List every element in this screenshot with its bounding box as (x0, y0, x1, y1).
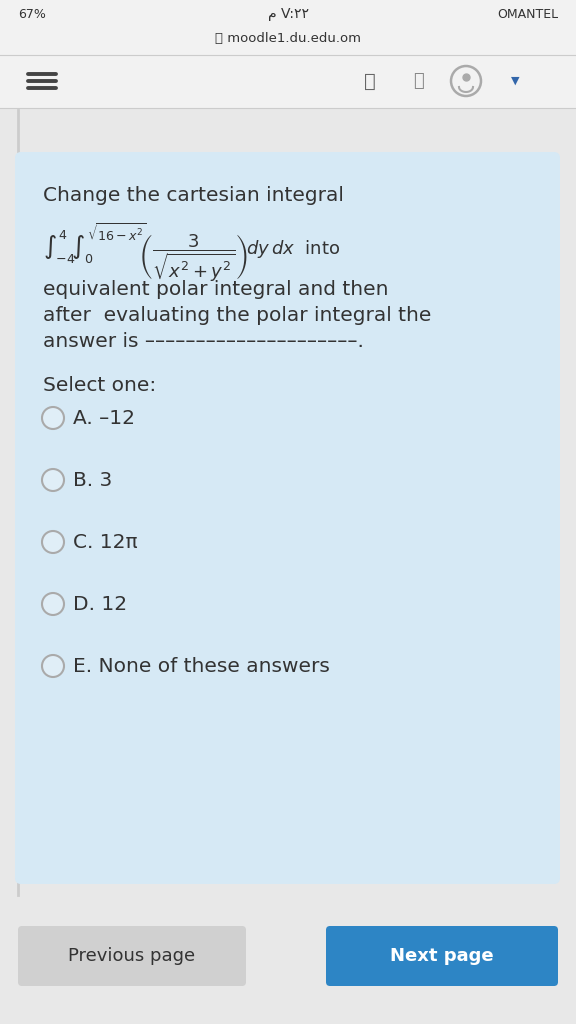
Text: A. –12: A. –12 (73, 409, 135, 427)
Circle shape (42, 469, 64, 490)
Text: $\int_{-4}^{4}\!\int_{0}^{\sqrt{16-x^2}}\!\!\left(\dfrac{3}{\sqrt{x^2+y^2}}\righ: $\int_{-4}^{4}\!\int_{0}^{\sqrt{16-x^2}}… (43, 222, 340, 285)
FancyBboxPatch shape (0, 55, 576, 108)
Text: equivalent polar integral and then: equivalent polar integral and then (43, 280, 388, 299)
Text: 💬: 💬 (412, 72, 423, 90)
Text: C. 12π: C. 12π (73, 532, 138, 552)
Text: ▼: ▼ (511, 76, 519, 86)
Text: 67%: 67% (18, 7, 46, 20)
Text: answer is –––––––––––––––––––––.: answer is –––––––––––––––––––––. (43, 332, 364, 351)
FancyBboxPatch shape (15, 152, 560, 884)
Text: B. 3: B. 3 (73, 470, 112, 489)
Circle shape (42, 531, 64, 553)
Text: 🔔: 🔔 (364, 72, 376, 90)
Text: E. None of these answers: E. None of these answers (73, 656, 330, 676)
Text: after  evaluating the polar integral the: after evaluating the polar integral the (43, 306, 431, 325)
Circle shape (42, 593, 64, 615)
Text: OMANTEL: OMANTEL (497, 7, 558, 20)
Text: Select one:: Select one: (43, 376, 156, 395)
Text: Next page: Next page (390, 947, 494, 965)
FancyBboxPatch shape (0, 0, 576, 55)
Text: م V:٢٢: م V:٢٢ (267, 7, 309, 22)
Text: 🔒 moodle1.du.edu.om: 🔒 moodle1.du.edu.om (215, 32, 361, 44)
Circle shape (42, 407, 64, 429)
FancyBboxPatch shape (18, 926, 246, 986)
Text: Change the cartesian integral: Change the cartesian integral (43, 186, 344, 205)
Circle shape (42, 655, 64, 677)
FancyBboxPatch shape (326, 926, 558, 986)
Text: D. 12: D. 12 (73, 595, 127, 613)
Text: Previous page: Previous page (69, 947, 196, 965)
